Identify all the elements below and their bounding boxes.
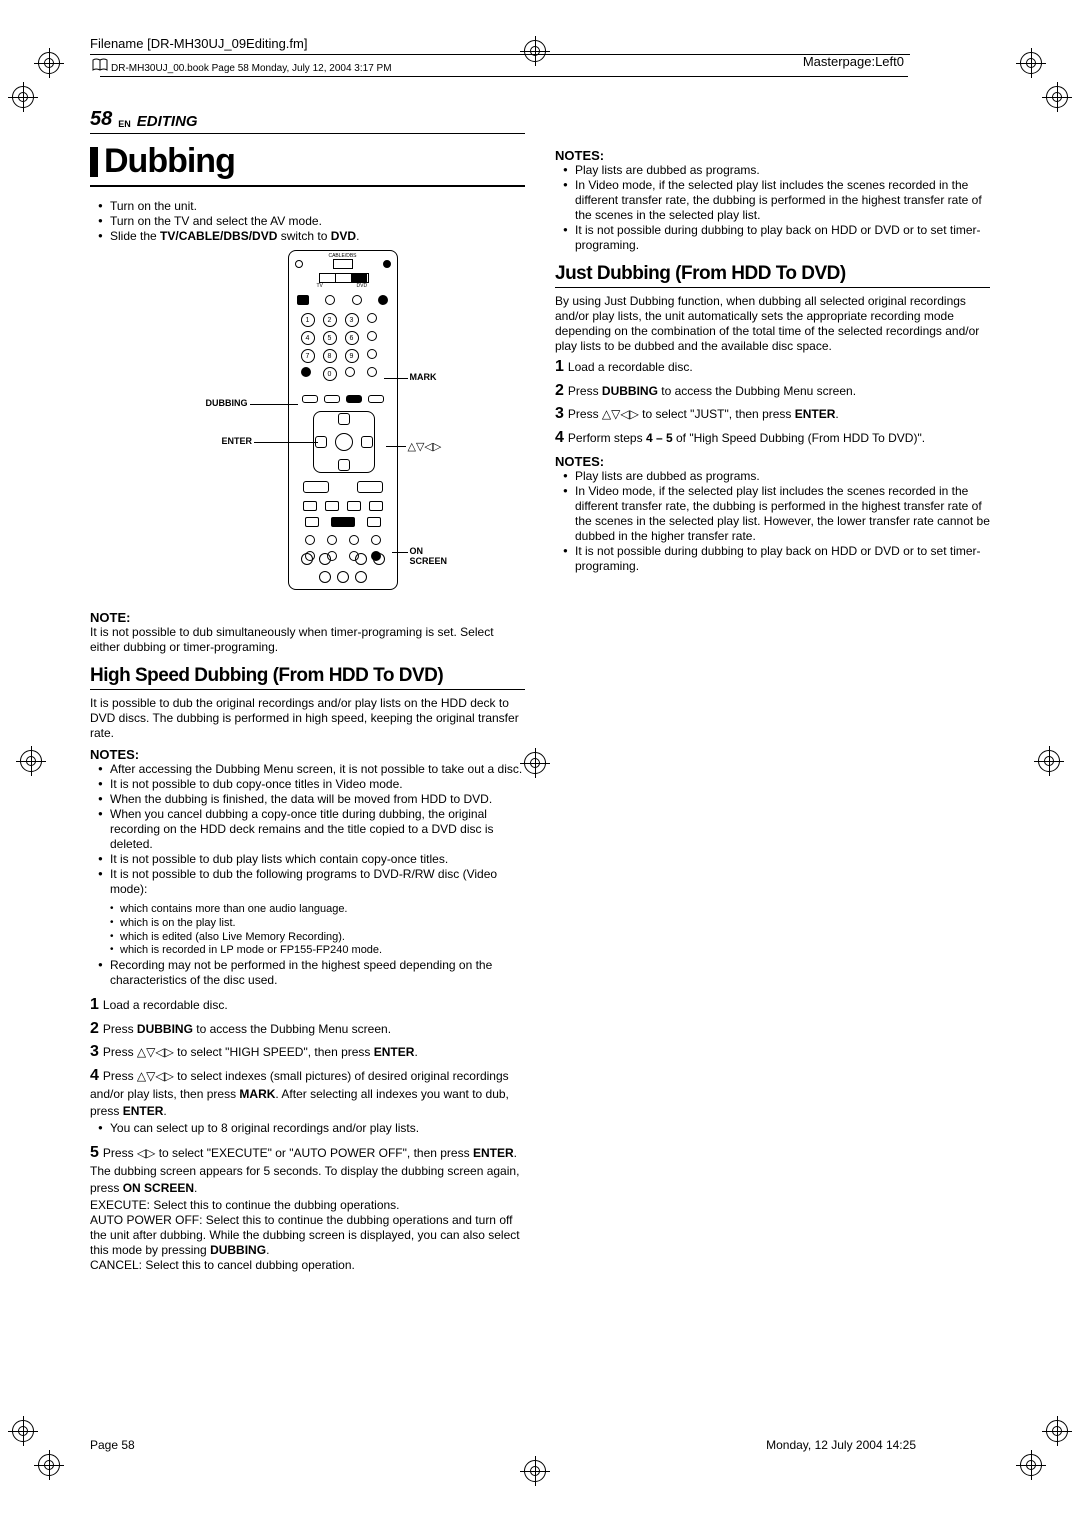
step-1: 1Load a recordable disc. [555,356,990,378]
remote-label-mark: MARK [410,372,437,382]
page-number: 58 [90,108,112,131]
list-item: Turn on the unit. [98,199,525,214]
body-text: By using Just Dubbing function, when dub… [555,294,990,354]
notes-sublist: which contains more than one audio langu… [90,903,525,958]
list-item: It is not possible to dub copy-once titl… [98,777,525,792]
step-2: 2Press DUBBING to access the Dubbing Men… [90,1018,525,1040]
registration-mark [1046,1420,1068,1442]
registration-mark [524,1460,546,1482]
step-3: 3Press △▽◁▷ to select "JUST", then press… [555,403,990,425]
list-item: It is not possible to dub the following … [98,867,525,897]
cancel-text: CANCEL: Select this to cancel dubbing op… [90,1258,525,1273]
footer-date: Monday, 12 July 2004 14:25 [766,1438,916,1452]
list-item: Recording may not be performed in the hi… [98,958,525,988]
page: Filename [DR-MH30UJ_09Editing.fm] Master… [0,0,1080,1528]
right-column: NOTES: Play lists are dubbed as programs… [555,108,990,1273]
registration-mark [1020,1454,1042,1476]
masterpage-text: Masterpage:Left0 [803,54,904,69]
execute-text: EXECUTE: Select this to continue the dub… [90,1198,525,1213]
step-4: 4Press △▽◁▷ to select indexes (small pic… [90,1065,525,1119]
step-3: 3Press △▽◁▷ to select "HIGH SPEED", then… [90,1041,525,1063]
step-5: 5Press ◁▷ to select "EXECUTE" or "AUTO P… [90,1142,525,1196]
page-section: EDITING [137,113,198,130]
list-item: After accessing the Dubbing Menu screen,… [98,762,525,777]
arrow-symbols: △▽◁▷ [408,440,442,453]
list-item: It is not possible during dubbing to pla… [563,544,990,574]
step-4: 4Perform steps 4 – 5 of "High Speed Dubb… [555,427,990,449]
left-column: 58 EN EDITING Dubbing Turn on the unit. … [90,108,525,1273]
step-2: 2Press DUBBING to access the Dubbing Men… [555,380,990,402]
list-item: Slide the TV/CABLE/DBS/DVD switch to DVD… [98,229,525,244]
remote-label-onscreen: ON SCREEN [410,546,458,566]
registration-mark [524,40,546,62]
page-header: 58 EN EDITING [90,108,525,134]
notes-list: Play lists are dubbed as programs. In Vi… [555,469,990,574]
book-line-text: DR-MH30UJ_00.book Page 58 Monday, July 1… [111,63,392,74]
list-item: which is on the play list. [110,917,525,931]
footer-page: Page 58 [90,1438,135,1452]
notes-heading: NOTES: [90,747,525,762]
list-item: You can select up to 8 original recordin… [98,1121,525,1136]
list-item: which contains more than one audio langu… [110,903,525,917]
note-text: It is not possible to dub simultaneously… [90,625,525,655]
registration-mark [38,1454,60,1476]
remote-label: DVD [357,283,368,289]
rule-line [90,54,910,55]
page-lang: EN [118,119,131,129]
registration-mark [20,750,42,772]
section-heading: High Speed Dubbing (From HDD To DVD) [90,665,525,687]
registration-mark [12,1420,34,1442]
list-item: which is recorded in LP mode or FP155-FP… [110,944,525,958]
notes-heading: NOTES: [555,148,990,163]
registration-mark [12,86,34,108]
list-item: In Video mode, if the selected play list… [563,178,990,223]
rule-line [555,287,990,288]
notes-list: After accessing the Dubbing Menu screen,… [90,762,525,897]
remote-label-enter: ENTER [222,436,253,446]
registration-mark [1046,86,1068,108]
autopower-text: AUTO POWER OFF: Select this to continue … [90,1213,525,1258]
registration-mark [1020,52,1042,74]
rule-line [90,689,525,690]
notes-heading: NOTES: [555,454,990,469]
remote-label-dubbing: DUBBING [206,398,248,408]
list-item: In Video mode, if the selected play list… [563,484,990,544]
list-item: It is not possible during dubbing to pla… [563,223,990,253]
rule-line [90,185,525,187]
step-note: You can select up to 8 original recordin… [90,1121,525,1136]
book-icon [92,58,108,72]
content-area: 58 EN EDITING Dubbing Turn on the unit. … [90,108,990,1273]
list-item: which is edited (also Live Memory Record… [110,931,525,945]
body-text: It is possible to dub the original recor… [90,696,525,741]
section-heading: Just Dubbing (From HDD To DVD) [555,263,990,285]
filename-text: Filename [DR-MH30UJ_09Editing.fm] [90,36,307,51]
notes-list: Recording may not be performed in the hi… [90,958,525,988]
list-item: When the dubbing is finished, the data w… [98,792,525,807]
remote-diagram: CABLE/DBS TV DVD 123 456 789 0 [158,250,458,600]
title-ornament [90,147,98,177]
title-bar: Dubbing [90,142,525,181]
registration-mark [38,52,60,74]
remote-body: CABLE/DBS TV DVD 123 456 789 0 [288,250,398,590]
note-heading: NOTE: [90,610,525,625]
registration-mark [1038,750,1060,772]
rule-line [100,76,908,77]
page-title: Dubbing [104,142,235,181]
remote-label: TV [317,283,323,289]
setup-list: Turn on the unit. Turn on the TV and sel… [90,199,525,244]
list-item: Play lists are dubbed as programs. [563,163,990,178]
list-item: Turn on the TV and select the AV mode. [98,214,525,229]
list-item: When you cancel dubbing a copy-once titl… [98,807,525,852]
list-item: It is not possible to dub play lists whi… [98,852,525,867]
notes-list: Play lists are dubbed as programs. In Vi… [555,163,990,253]
step-1: 1Load a recordable disc. [90,994,525,1016]
list-item: Play lists are dubbed as programs. [563,469,990,484]
